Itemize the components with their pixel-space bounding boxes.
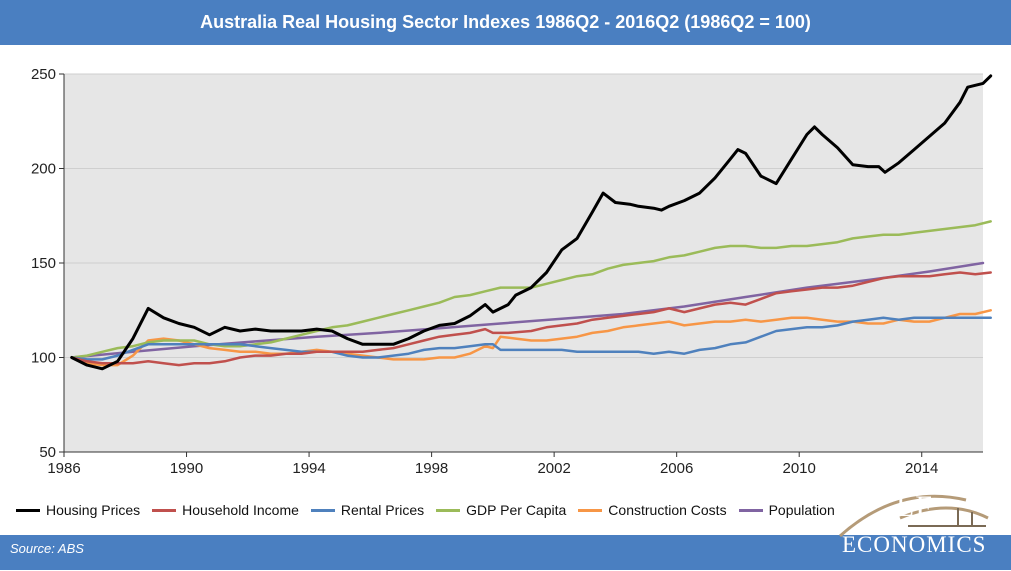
bridge-icon bbox=[838, 494, 989, 538]
lf-economics-logo: LF ECONOMICS bbox=[838, 478, 1006, 566]
legend-item-housing-prices: Housing Prices bbox=[16, 502, 140, 518]
footer-bar bbox=[0, 535, 1011, 570]
legend-item-rental-prices: Rental Prices bbox=[310, 502, 425, 518]
x-tick-label: 1990 bbox=[170, 460, 203, 477]
legend-label: Construction Costs bbox=[608, 502, 727, 518]
legend-label: Household Income bbox=[182, 502, 299, 518]
legend-item-household-income: Household Income bbox=[152, 502, 299, 518]
legend-swatch bbox=[16, 508, 40, 512]
x-tick-label: 2006 bbox=[660, 460, 693, 477]
series-line-housing-prices bbox=[70, 74, 993, 371]
y-tick-label: 150 bbox=[31, 255, 56, 272]
series-line-rental-prices bbox=[70, 316, 992, 361]
legend-swatch bbox=[738, 508, 763, 512]
y-tick-label: 250 bbox=[31, 66, 56, 83]
chart-title: Australia Real Housing Sector Indexes 19… bbox=[0, 0, 1011, 45]
y-tick-label: 100 bbox=[31, 350, 56, 367]
legend-swatch bbox=[152, 508, 177, 512]
y-tick-label: 200 bbox=[31, 161, 56, 178]
legend-item-gdp-per-capita: GDP Per Capita bbox=[436, 502, 566, 518]
legend-label: GDP Per Capita bbox=[466, 502, 567, 518]
x-tick-label: 1986 bbox=[47, 460, 80, 477]
logo-economics-text: ECONOMICS bbox=[842, 532, 987, 557]
y-tick-label: 50 bbox=[39, 444, 56, 461]
series-line-construction-costs bbox=[70, 309, 992, 367]
legend-label: Housing Prices bbox=[46, 502, 141, 518]
legend-swatch bbox=[578, 508, 603, 512]
legend-label: Rental Prices bbox=[340, 502, 425, 518]
chart-legend: Housing Prices Household Income Rental Pri… bbox=[16, 502, 847, 518]
source-note: Source: ABS bbox=[10, 541, 84, 556]
x-tick-label: 2002 bbox=[537, 460, 570, 477]
series-line-household-income bbox=[70, 271, 992, 367]
chart-title-text: Australia Real Housing Sector Indexes 19… bbox=[200, 12, 811, 32]
x-tick-label: 2010 bbox=[783, 460, 816, 477]
x-tick-label: 1998 bbox=[415, 460, 448, 477]
legend-label: Population bbox=[768, 502, 835, 518]
x-tick-label: 1994 bbox=[292, 460, 325, 477]
legend-swatch bbox=[436, 508, 461, 512]
legend-item-construction-costs: Construction Costs bbox=[578, 502, 727, 518]
legend-item-population: Population bbox=[738, 502, 835, 518]
logo-lf-text: LF bbox=[896, 490, 934, 523]
legend-swatch bbox=[310, 508, 335, 512]
x-tick-label: 2014 bbox=[905, 460, 938, 477]
line-chart: 50 100 150 200 250 1986 1990 1994 1998 2002 2006 20… bbox=[31, 66, 993, 477]
